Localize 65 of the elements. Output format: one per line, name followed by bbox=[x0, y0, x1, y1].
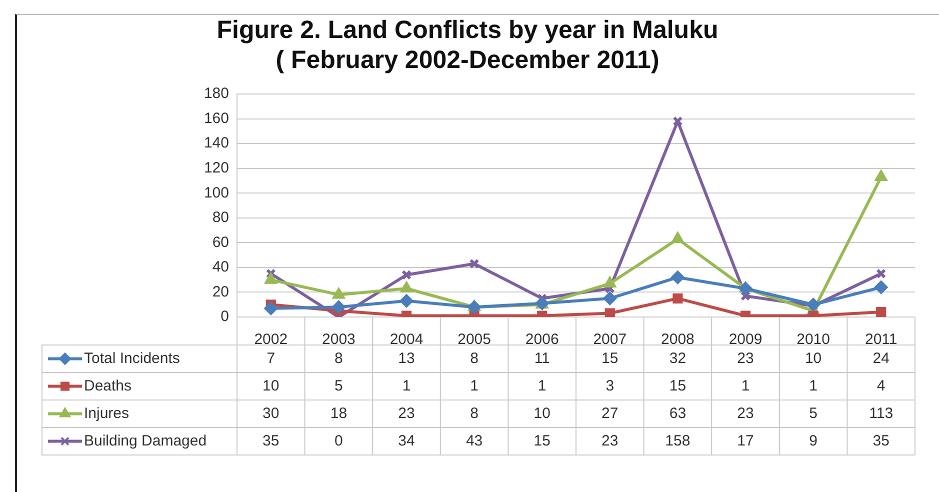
x-tick-label: 2008 bbox=[661, 331, 694, 348]
data-label: 113 bbox=[869, 404, 894, 422]
data-label: 27 bbox=[602, 404, 618, 422]
data-label: 23 bbox=[398, 404, 415, 422]
data-label: 1 bbox=[809, 377, 818, 394]
legend-label: Injures bbox=[84, 404, 130, 422]
y-tick-label: 40 bbox=[212, 258, 229, 276]
x-tick-label: 2009 bbox=[728, 331, 762, 348]
data-label: 13 bbox=[398, 350, 415, 367]
data-label: 10 bbox=[804, 350, 822, 367]
data-label: 30 bbox=[262, 404, 280, 422]
chart-title: Figure 2. Land Conflicts by year in Maluku ( February 2002-December 2011) bbox=[216, 16, 718, 74]
data-label: 34 bbox=[398, 432, 415, 450]
x-tick-label: 2002 bbox=[254, 331, 288, 348]
legend-label: Building Damaged bbox=[84, 432, 207, 450]
data-label: 32 bbox=[669, 350, 686, 367]
data-label: 158 bbox=[665, 432, 690, 450]
data-label: 1 bbox=[402, 377, 411, 394]
y-tick-label: 140 bbox=[204, 134, 229, 152]
data-label: 11 bbox=[534, 350, 550, 367]
y-tick-label: 120 bbox=[204, 159, 229, 176]
data-label: 1 bbox=[470, 377, 478, 394]
data-label: 8 bbox=[470, 350, 478, 367]
data-label: 15 bbox=[669, 377, 686, 394]
x-tick-label: 2006 bbox=[525, 331, 559, 348]
data-label: 23 bbox=[737, 350, 754, 367]
y-tick-label: 20 bbox=[212, 283, 229, 300]
x-tick-label: 2007 bbox=[593, 331, 627, 348]
data-label: 9 bbox=[809, 432, 818, 450]
data-label: 3 bbox=[606, 377, 614, 394]
y-tick-label: 100 bbox=[204, 184, 229, 202]
y-tick-label: 60 bbox=[212, 234, 229, 251]
x-tick-label: 2005 bbox=[458, 331, 491, 348]
data-label: 5 bbox=[809, 404, 818, 422]
data-label: 1 bbox=[741, 377, 750, 394]
data-label: 35 bbox=[872, 432, 890, 450]
data-label: 63 bbox=[669, 404, 686, 422]
data-label: 15 bbox=[534, 432, 550, 450]
data-label: 35 bbox=[262, 432, 280, 450]
data-label: 15 bbox=[602, 350, 618, 367]
data-label: 8 bbox=[334, 350, 343, 367]
x-tick-label: 2004 bbox=[390, 331, 424, 348]
data-label: 10 bbox=[534, 404, 550, 422]
data-label: 23 bbox=[737, 404, 754, 422]
data-label: 5 bbox=[334, 377, 343, 394]
x-tick-label: 2010 bbox=[796, 331, 830, 348]
data-label: 43 bbox=[466, 432, 483, 450]
data-label: 24 bbox=[872, 350, 890, 367]
data-label: 10 bbox=[262, 377, 280, 394]
data-label: 1 bbox=[538, 377, 546, 394]
data-label: 0 bbox=[334, 432, 343, 450]
data-label: 18 bbox=[330, 404, 348, 422]
y-tick-label: 160 bbox=[204, 110, 229, 127]
data-label: 7 bbox=[266, 350, 276, 367]
legend-label: Deaths bbox=[84, 377, 132, 394]
legend-label: Total Incidents bbox=[84, 350, 180, 367]
data-label: 23 bbox=[602, 432, 618, 450]
data-label: 8 bbox=[470, 404, 478, 422]
y-tick-label: 80 bbox=[212, 209, 229, 226]
data-label: 17 bbox=[737, 432, 754, 450]
y-tick-label: 0 bbox=[220, 308, 229, 326]
y-tick-label: 180 bbox=[204, 85, 229, 102]
x-tick-label: 2011 bbox=[864, 331, 898, 348]
data-label: 4 bbox=[876, 377, 886, 394]
x-tick-label: 2003 bbox=[322, 331, 356, 348]
